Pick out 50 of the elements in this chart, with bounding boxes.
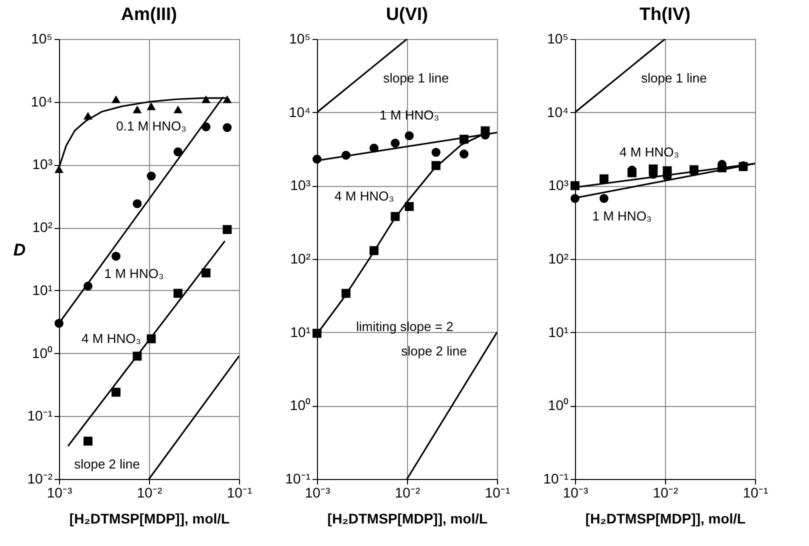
series-label: 1 M HNO₃ — [104, 266, 164, 282]
y-tick-label: 10⁰ — [290, 397, 310, 414]
y-tick-label: 10⁴ — [546, 104, 568, 120]
series-label: 4 M HNO₃ — [82, 330, 142, 346]
series-label: 1 M HNO₃ — [380, 108, 440, 123]
y-tick-label: 10³ — [290, 177, 311, 194]
y-tick-label: 10² — [548, 250, 569, 266]
series-label: 1 M HNO₃ — [592, 208, 652, 224]
x-axis-title: [H₂DTMSP[MDP]], mol/L — [69, 510, 230, 526]
y-tick-label: 10¹ — [548, 324, 569, 340]
y-tick-label: 10⁻¹ — [27, 408, 53, 424]
x-tick-label: 10⁻² — [652, 484, 678, 500]
x-tick-label: 10⁻¹ — [226, 484, 252, 500]
y-tick-label: 10⁻¹ — [543, 470, 569, 486]
x-tick-label: 10⁻³ — [562, 484, 588, 500]
y-tick-label: 10¹ — [32, 282, 53, 298]
x-tick-label: 10⁻³ — [304, 484, 330, 500]
series-label: slope 1 line — [641, 70, 707, 86]
series-label: slope 1 line — [383, 70, 449, 86]
y-tick-label: 10⁰ — [32, 344, 52, 361]
chart-title: Am(III) — [121, 4, 177, 24]
y-tick-label: 10⁵ — [31, 30, 52, 46]
y-tick-label: 10¹ — [290, 324, 311, 340]
x-axis-title: [H₂DTMSP[MDP]], mol/L — [327, 510, 488, 526]
y-tick-label: 10² — [32, 219, 53, 236]
y-tick-label: 10³ — [548, 177, 569, 194]
y-tick-label: 10⁻¹ — [285, 470, 311, 486]
y-tick-label: 10⁵ — [289, 30, 310, 46]
y-tick-label: 10⁰ — [548, 397, 568, 414]
y-tick-label: 10³ — [32, 156, 53, 172]
chart-title: Th(IV) — [640, 4, 690, 24]
series-label: slope 2 line — [74, 456, 140, 472]
x-axis-title: [H₂DTMSP[MDP]], mol/L — [585, 510, 746, 526]
y-tick-label: 10² — [290, 250, 311, 266]
series-label: slope 2 line — [401, 344, 467, 359]
series-label: 0.1 M HNO₃ — [116, 118, 186, 134]
y-tick-label: 10⁴ — [30, 93, 52, 110]
x-tick-label: 10⁻² — [394, 484, 420, 500]
chart-title: U(VI) — [386, 4, 428, 24]
y-tick-label: 10⁴ — [288, 104, 310, 120]
y-axis-title: D — [13, 240, 26, 260]
x-tick-label: 10⁻¹ — [484, 484, 510, 500]
x-tick-label: 10⁻³ — [46, 484, 72, 500]
x-tick-label: 10⁻² — [136, 484, 162, 500]
series-label: 4 M HNO₃ — [620, 144, 680, 160]
y-tick-label: 10⁵ — [547, 30, 568, 46]
x-tick-label: 10⁻¹ — [742, 484, 768, 500]
series-label: 4 M HNO₃ — [334, 188, 394, 204]
y-tick-label: 10⁻² — [27, 470, 53, 486]
annotation: limiting slope = 2 — [356, 319, 454, 334]
